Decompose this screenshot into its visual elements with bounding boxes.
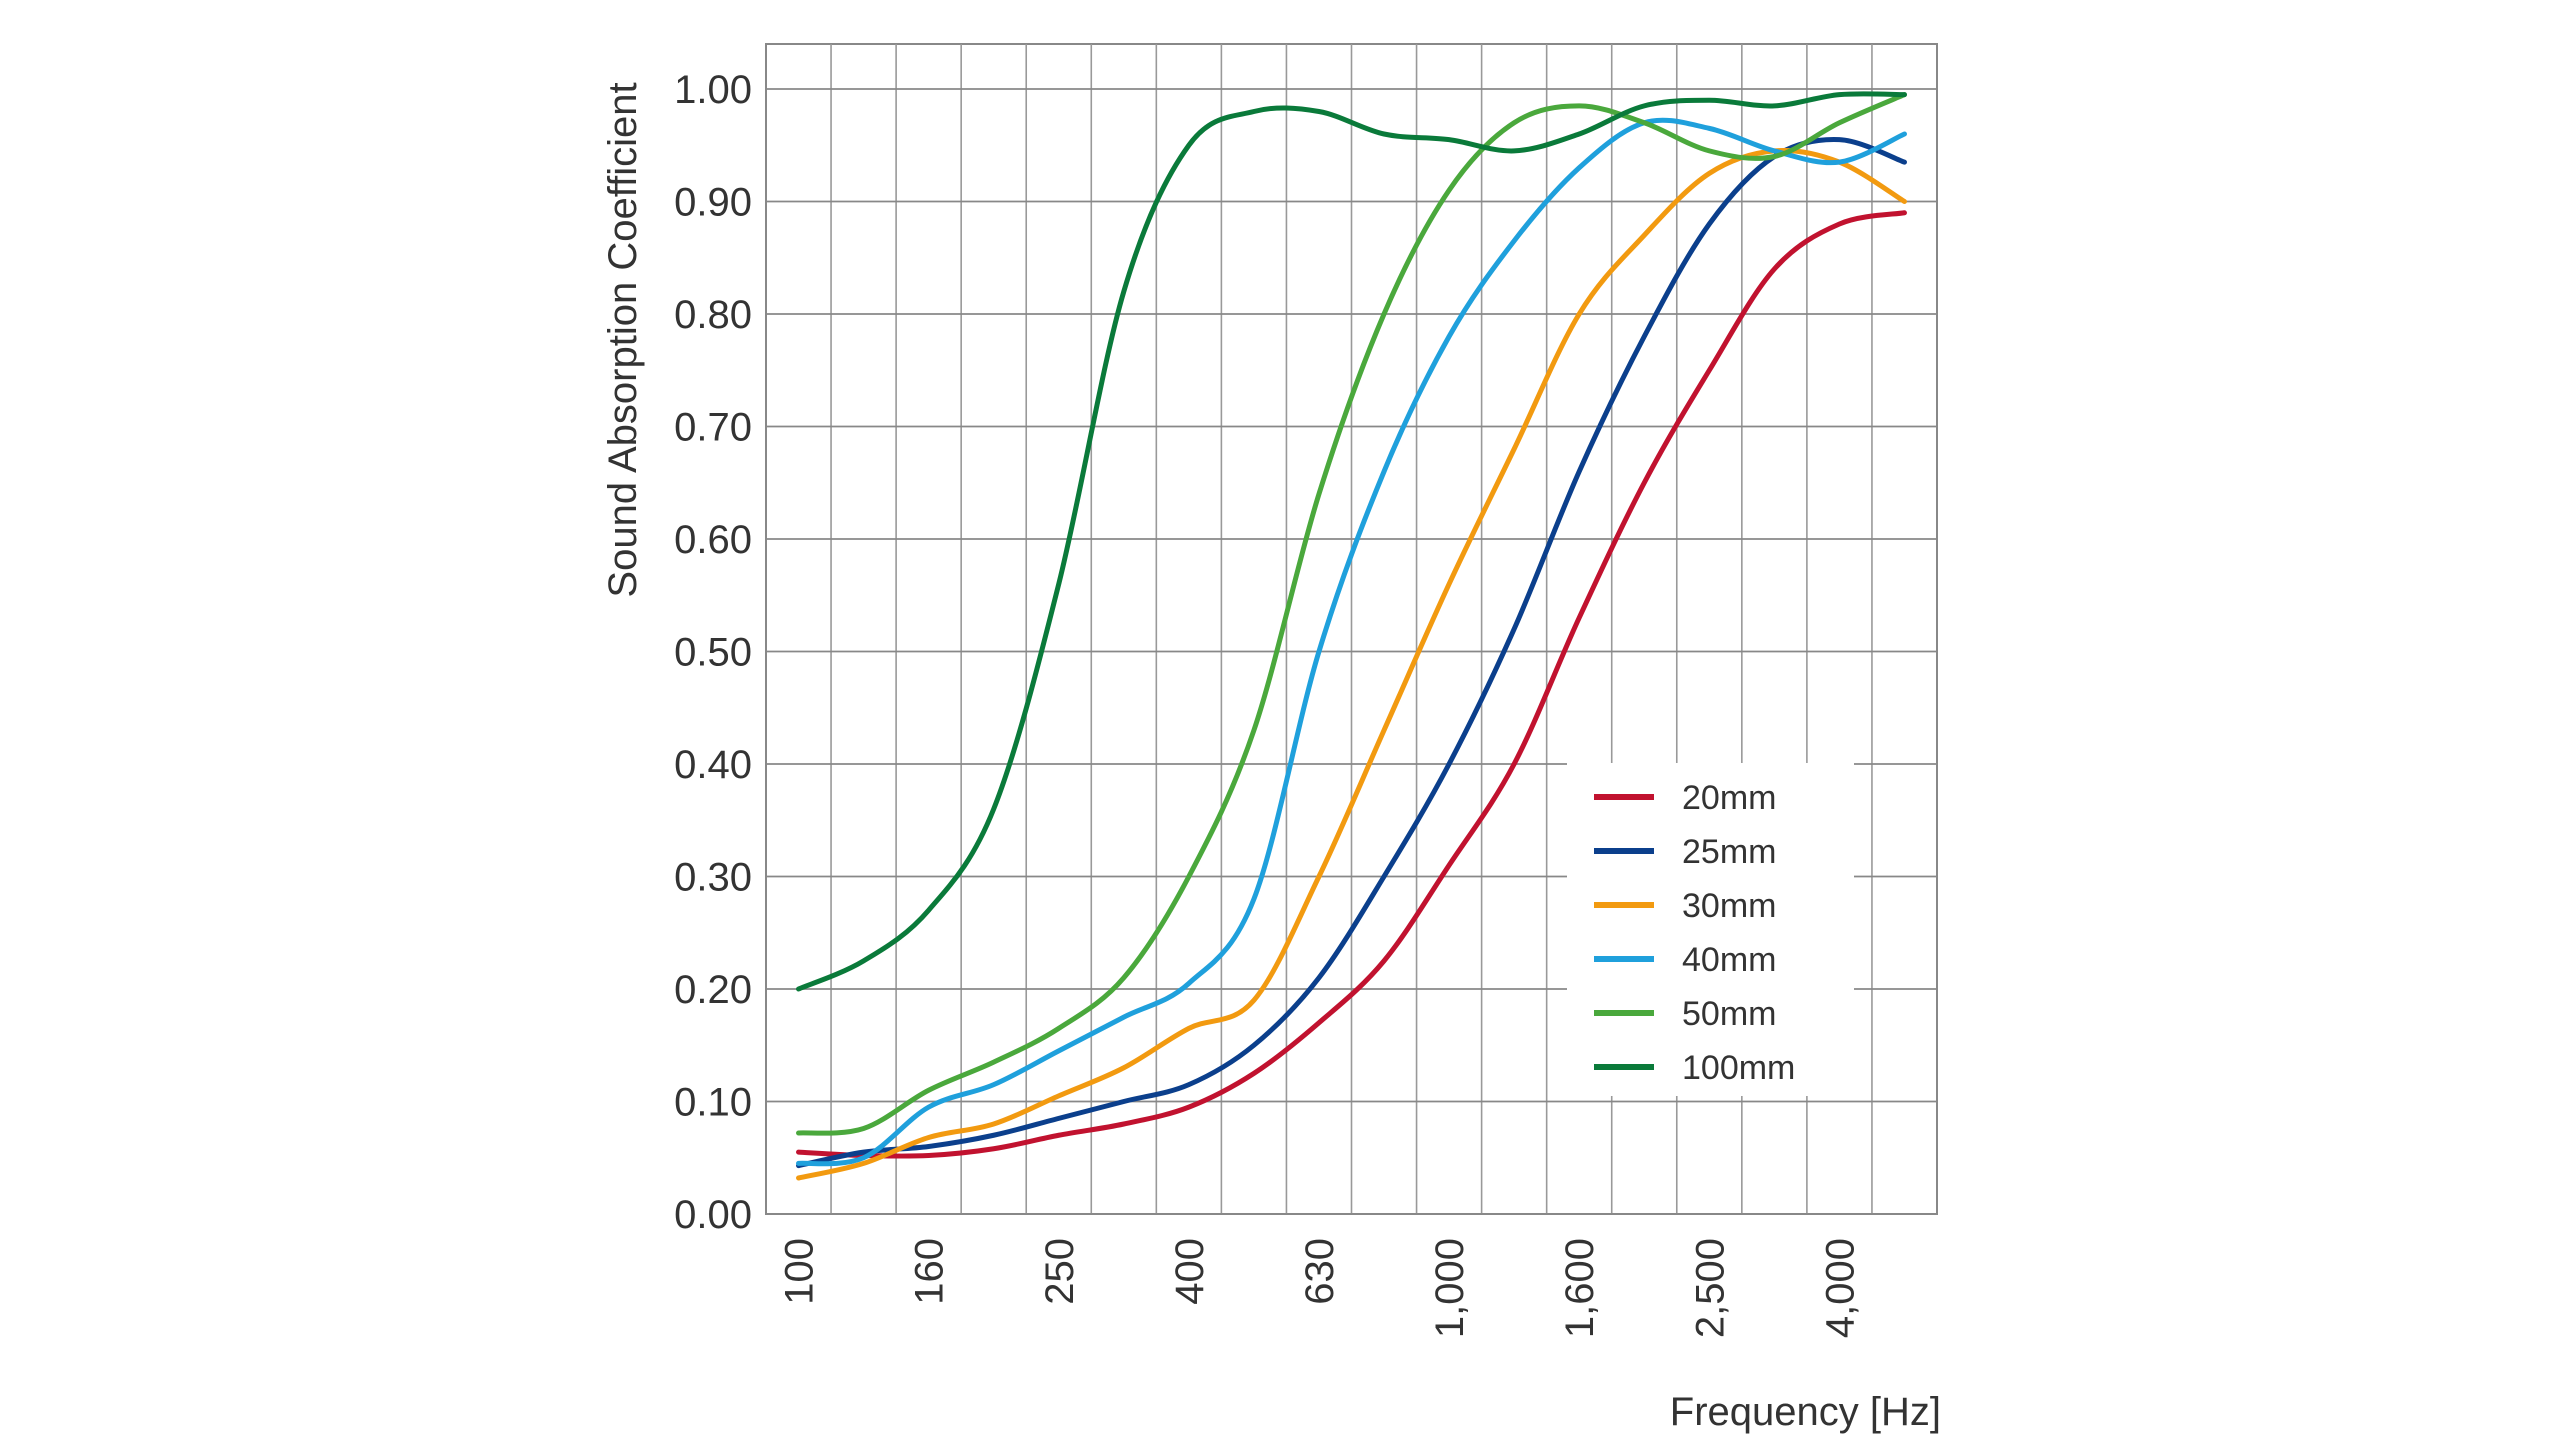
- legend-label: 20mm: [1682, 779, 1776, 817]
- series-line-30mm: [796, 147, 1907, 1181]
- y-tick-label: 0.70: [674, 406, 752, 450]
- grid: [765, 43, 1938, 1215]
- legend-label: 40mm: [1682, 941, 1776, 979]
- y-tick-label: 0.20: [674, 968, 752, 1012]
- series-line-20mm: [796, 210, 1907, 1159]
- legend-label: 25mm: [1682, 833, 1776, 871]
- legend-label: 30mm: [1682, 887, 1776, 925]
- series-line-100mm: [796, 91, 1907, 992]
- y-tick-label: 0.90: [674, 181, 752, 225]
- legend: 20mm 25mm 30mm 40mm 50mm 100mm: [1567, 763, 1854, 1096]
- x-tick-label: 250: [1038, 1238, 1082, 1305]
- y-tick-label: 0.50: [674, 631, 752, 675]
- series-lines: [796, 91, 1907, 1181]
- x-tick-label: 4,000: [1818, 1238, 1862, 1338]
- x-tick-label: 2,500: [1688, 1238, 1732, 1338]
- y-tick-labels: 0.00 0.10 0.20 0.30 0.40 0.50 0.60 0.70 0.80 0.90…: [674, 68, 752, 1237]
- y-tick-label: 1.00: [674, 68, 752, 112]
- x-tick-label: 1,000: [1428, 1238, 1472, 1338]
- y-tick-label: 0.00: [674, 1193, 752, 1237]
- x-tick-label: 160: [908, 1238, 952, 1305]
- legend-box: [1567, 763, 1854, 1096]
- y-tick-label: 0.80: [674, 293, 752, 337]
- x-tick-label: 400: [1168, 1238, 1212, 1305]
- series-line-25mm: [796, 136, 1907, 1169]
- y-tick-label: 0.60: [674, 518, 752, 562]
- x-tick-label: 100: [778, 1238, 822, 1305]
- x-tick-label: 1,600: [1558, 1238, 1602, 1338]
- series-line-40mm: [796, 117, 1907, 1167]
- y-axis-title: Sound Absorption Coefficient: [601, 82, 645, 597]
- series-line-50mm: [796, 92, 1907, 1136]
- y-tick-label: 0.10: [674, 1081, 752, 1125]
- x-tick-labels: 100 160 250 400 630 1,000 1,600 2,500 4,000: [778, 1238, 1863, 1338]
- y-tick-label: 0.40: [674, 743, 752, 787]
- x-axis-title: Frequency [Hz]: [1670, 1390, 1941, 1434]
- y-tick-label: 0.30: [674, 856, 752, 900]
- legend-label: 50mm: [1682, 995, 1776, 1033]
- legend-label: 100mm: [1682, 1049, 1795, 1087]
- x-tick-label: 630: [1298, 1238, 1342, 1305]
